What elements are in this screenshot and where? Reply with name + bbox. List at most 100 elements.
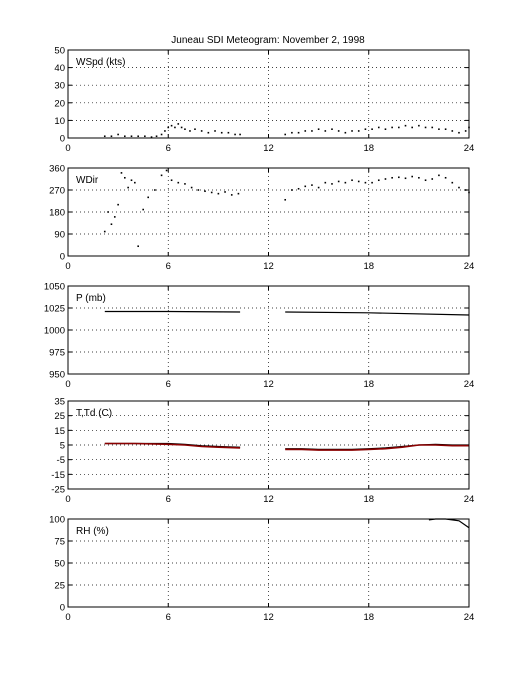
data-point bbox=[404, 177, 407, 180]
x-tick-label: 24 bbox=[464, 494, 475, 505]
y-tick-label: 75 bbox=[54, 537, 65, 548]
panel-rh: 0 6 12 18 24 0 25 50 75 100 RH (%) bbox=[49, 515, 474, 624]
data-point bbox=[398, 126, 400, 129]
data-point bbox=[117, 203, 119, 206]
data-point bbox=[404, 124, 407, 127]
data-point bbox=[142, 208, 144, 211]
y-tick-label: 90 bbox=[54, 230, 65, 241]
panel-label: P (mb) bbox=[76, 293, 106, 304]
data-point bbox=[357, 180, 360, 183]
data-point bbox=[210, 191, 213, 194]
data-point bbox=[464, 189, 467, 191]
panel-label: T,Td (C) bbox=[76, 408, 112, 419]
x-tick-label: 0 bbox=[65, 143, 70, 154]
data-point bbox=[331, 183, 333, 185]
y-tick-label: 1025 bbox=[44, 304, 65, 315]
data-point bbox=[110, 223, 113, 226]
data-point bbox=[189, 130, 191, 132]
data-point bbox=[344, 181, 347, 184]
data-point bbox=[311, 130, 313, 132]
y-tick-label: 950 bbox=[49, 370, 65, 381]
y-tick-label: 30 bbox=[54, 81, 65, 92]
data-point bbox=[120, 172, 123, 174]
data-point bbox=[364, 181, 367, 184]
y-tick-label: -15 bbox=[51, 470, 65, 481]
data-point bbox=[351, 130, 353, 132]
data-point bbox=[207, 131, 210, 134]
panel-t-td-c: 0 6 12 18 24 -25 -15 -5 5 15 25 35 T,Td (C) bbox=[51, 397, 474, 506]
data-point bbox=[451, 181, 454, 184]
data-point bbox=[160, 133, 163, 136]
data-point bbox=[177, 123, 180, 125]
data-point bbox=[197, 189, 200, 191]
x-tick-label: 12 bbox=[263, 379, 274, 390]
y-tick-label: 0 bbox=[60, 134, 65, 145]
data-point bbox=[155, 135, 158, 138]
x-tick-label: 24 bbox=[464, 143, 475, 154]
x-tick-label: 12 bbox=[263, 143, 274, 154]
data-point bbox=[377, 126, 380, 129]
data-point bbox=[127, 186, 129, 189]
data-point bbox=[424, 126, 427, 129]
data-point bbox=[224, 191, 226, 193]
data-point bbox=[230, 194, 233, 196]
x-tick-label: 18 bbox=[363, 494, 374, 505]
data-point bbox=[344, 131, 347, 134]
x-tick-label: 24 bbox=[464, 261, 475, 272]
panel-label: WDir bbox=[76, 175, 99, 186]
data-point bbox=[371, 181, 373, 184]
data-point bbox=[107, 211, 109, 213]
y-tick-label: 1050 bbox=[44, 282, 65, 293]
y-tick-label: 25 bbox=[54, 411, 65, 422]
data-point bbox=[113, 216, 116, 218]
data-point bbox=[337, 130, 340, 132]
y-tick-label: 100 bbox=[49, 515, 65, 526]
y-tick-label: 5 bbox=[60, 441, 65, 452]
data-point bbox=[130, 179, 133, 182]
x-tick-label: 18 bbox=[363, 261, 374, 272]
y-tick-label: 0 bbox=[60, 252, 65, 263]
y-tick-label: 15 bbox=[54, 426, 65, 437]
data-point bbox=[154, 189, 156, 191]
y-tick-label: 20 bbox=[54, 98, 65, 109]
plot-frame bbox=[67, 400, 470, 490]
data-point bbox=[317, 186, 320, 189]
data-point bbox=[304, 185, 307, 188]
series-line bbox=[285, 311, 470, 316]
data-point bbox=[170, 124, 173, 127]
x-tick-label: 18 bbox=[363, 379, 374, 390]
data-point bbox=[331, 128, 333, 130]
data-point bbox=[214, 130, 216, 132]
plot-frame bbox=[67, 518, 470, 608]
data-point bbox=[167, 126, 170, 129]
data-point bbox=[110, 135, 113, 138]
panel-wspd-kts: 0 6 12 18 24 0 10 20 30 40 50 WSpd (kts) bbox=[54, 46, 474, 155]
data-point bbox=[337, 180, 340, 183]
data-point bbox=[317, 128, 320, 130]
x-tick-label: 12 bbox=[263, 261, 274, 272]
data-point bbox=[311, 184, 313, 186]
panel-label: WSpd (kts) bbox=[76, 57, 125, 68]
data-point bbox=[184, 183, 186, 185]
data-point bbox=[418, 124, 420, 127]
plot-frame bbox=[67, 167, 470, 257]
data-point bbox=[464, 130, 467, 132]
data-point bbox=[147, 196, 149, 199]
data-point bbox=[291, 131, 293, 134]
data-point bbox=[217, 192, 220, 195]
x-tick-label: 0 bbox=[65, 261, 70, 272]
y-tick-label: -25 bbox=[51, 485, 65, 496]
y-tick-label: 270 bbox=[49, 186, 65, 197]
data-point bbox=[384, 128, 387, 130]
data-point bbox=[124, 176, 126, 179]
plot-frame bbox=[67, 285, 470, 375]
data-point bbox=[451, 130, 454, 132]
data-point bbox=[371, 128, 373, 130]
figure-title: Juneau SDI Meteogram: November 2, 1998 bbox=[171, 35, 365, 46]
series-line bbox=[285, 444, 469, 451]
x-tick-label: 18 bbox=[363, 612, 374, 623]
data-point bbox=[418, 176, 420, 179]
x-tick-label: 12 bbox=[263, 494, 274, 505]
panel-label: RH (%) bbox=[76, 526, 109, 537]
data-point bbox=[431, 178, 434, 180]
